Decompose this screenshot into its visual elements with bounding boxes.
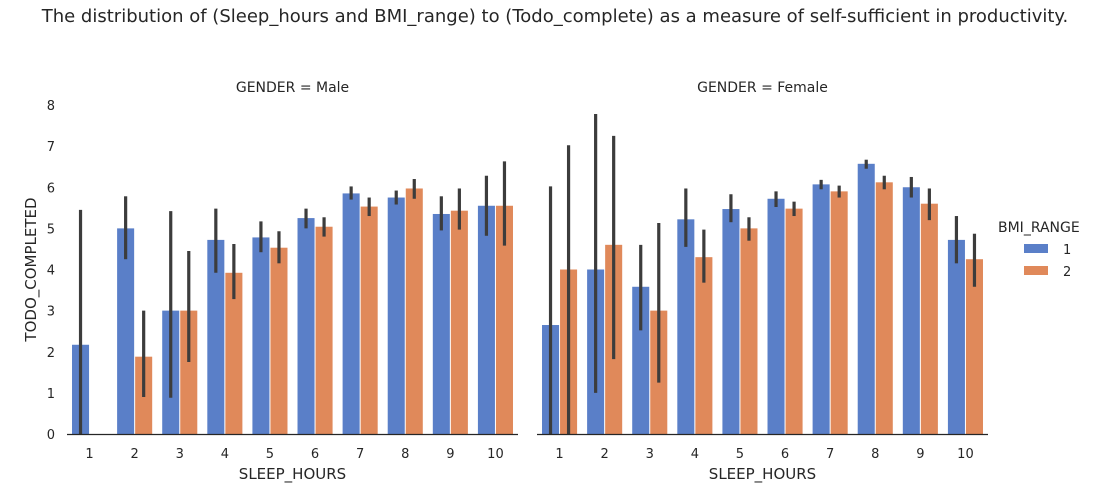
error-bars-layer [78,114,977,434]
y-tick-label: 4 [47,264,55,279]
x-tick-label: 4 [691,447,699,462]
x-tick-label: 8 [871,447,879,462]
y-tick-label: 0 [47,428,55,443]
x-tick-label: 1 [555,447,563,462]
bar [695,257,713,434]
bar [965,259,983,434]
bar [360,206,378,434]
bar [387,197,405,434]
panel-title: GENDER = Male [236,80,349,96]
bar [722,209,740,434]
bar [785,208,803,434]
x-tick-label: 5 [736,447,744,462]
bar [875,182,893,434]
bar [180,310,198,434]
bars-layer [72,163,983,434]
bar [405,188,423,434]
legend-title: BMI_RANGE [998,220,1080,236]
bar [830,191,848,434]
x-tick-label: 9 [916,447,924,462]
x-tick-label: 3 [176,447,184,462]
bar [632,286,650,434]
bar [450,210,468,434]
y-tick-label: 5 [47,222,55,237]
bar [902,187,920,434]
x-tick-label: 6 [781,447,789,462]
bar [207,239,225,434]
x-tick-label: 4 [221,447,229,462]
bar [432,213,450,434]
y-tick-label: 8 [47,99,55,114]
y-tick-label: 1 [47,387,55,402]
bar [947,239,965,434]
x-axis-label: SLEEP_HOURS [709,465,816,484]
x-tick-label: 2 [601,447,609,462]
bar [342,193,360,434]
bar [477,205,495,434]
y-tick-label: 2 [47,346,55,361]
x-tick-label: 10 [487,447,504,462]
x-tick-label: 5 [266,447,274,462]
bar [270,247,288,434]
figure-title: The distribution of (Sleep_hours and BMI… [41,6,1069,27]
y-tick-label: 3 [47,305,55,320]
bar [495,205,513,434]
legend-swatch [1024,266,1048,275]
x-tick-label: 1 [85,447,93,462]
legend: BMI_RANGE 1 2 [998,220,1080,280]
x-tick-label: 8 [401,447,409,462]
x-tick-label: 7 [356,447,364,462]
bar [920,203,938,434]
bar [297,218,315,434]
bar [857,163,875,434]
x-tick-label: 3 [646,447,654,462]
y-tick-label: 6 [47,181,55,196]
legend-label: 2 [1063,265,1071,280]
bar [315,226,333,434]
bar [767,198,785,434]
legend-swatch [1024,244,1048,253]
legend-label: 1 [1063,243,1071,258]
bar [225,272,243,434]
bar [812,184,830,434]
x-tick-label: 2 [131,447,139,462]
x-tick-label: 7 [826,447,834,462]
bar [117,228,135,434]
bar [677,219,695,434]
bar [252,237,270,434]
bar [740,228,758,434]
x-tick-label: 6 [311,447,319,462]
x-tick-label: 10 [957,447,974,462]
y-axis-label: TODO_COMPLETED [22,197,41,342]
panel-title: GENDER = Female [697,80,828,96]
y-tick-label: 7 [47,140,55,155]
x-tick-label: 9 [446,447,454,462]
x-axis-label: SLEEP_HOURS [239,465,346,484]
